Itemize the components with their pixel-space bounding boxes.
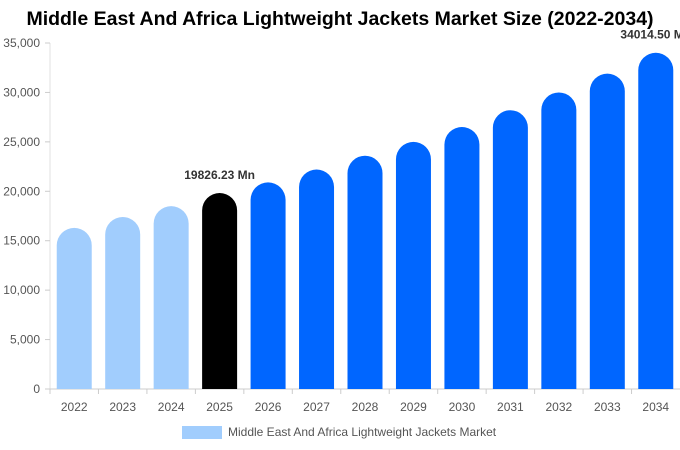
- x-tick-label: 2031: [497, 400, 524, 414]
- y-tick-label: 15,000: [3, 234, 40, 248]
- bar-2028: [347, 155, 383, 389]
- y-tick-label: 35,000: [3, 36, 40, 50]
- bar-2029: [395, 141, 431, 389]
- x-tick-label: 2028: [352, 400, 379, 414]
- bar-2023: [105, 216, 141, 389]
- bar-2030: [444, 127, 480, 389]
- bar-2024: [153, 206, 189, 389]
- y-tick-label: 5,000: [10, 333, 40, 347]
- bar-2033: [589, 73, 625, 389]
- bar-2027: [299, 169, 335, 389]
- chart-title: Middle East And Africa Lightweight Jacke…: [26, 8, 654, 30]
- bar-2032: [541, 92, 577, 389]
- y-tick-label: 10,000: [3, 283, 40, 297]
- x-tick-label: 2027: [303, 400, 330, 414]
- data-label: 34014.50 Mn: [620, 28, 680, 42]
- x-tick-label: 2033: [594, 400, 621, 414]
- x-tick-label: 2026: [255, 400, 282, 414]
- bar-2025: [202, 193, 238, 389]
- x-tick-label: 2024: [158, 400, 185, 414]
- legend-label: Middle East And Africa Lightweight Jacke…: [228, 425, 497, 439]
- y-tick-label: 20,000: [3, 184, 40, 198]
- y-tick-label: 25,000: [3, 135, 40, 149]
- x-tick-label: 2023: [109, 400, 136, 414]
- legend-swatch: [182, 425, 222, 439]
- data-label: 19826.23 Mn: [184, 168, 255, 182]
- x-tick-label: 2022: [61, 400, 88, 414]
- x-tick-label: 2029: [400, 400, 427, 414]
- bar-2026: [250, 182, 286, 389]
- legend[interactable]: Middle East And Africa Lightweight Jacke…: [182, 425, 496, 439]
- bar-2022: [56, 227, 92, 389]
- bar-2034: [638, 52, 674, 389]
- y-tick-label: 0: [33, 382, 40, 396]
- y-tick-label: 30,000: [3, 85, 40, 99]
- x-tick-label: 2034: [642, 400, 669, 414]
- x-tick-label: 2032: [545, 400, 572, 414]
- x-tick-label: 2025: [206, 400, 233, 414]
- x-tick-label: 2030: [449, 400, 476, 414]
- bar-2031: [492, 110, 528, 390]
